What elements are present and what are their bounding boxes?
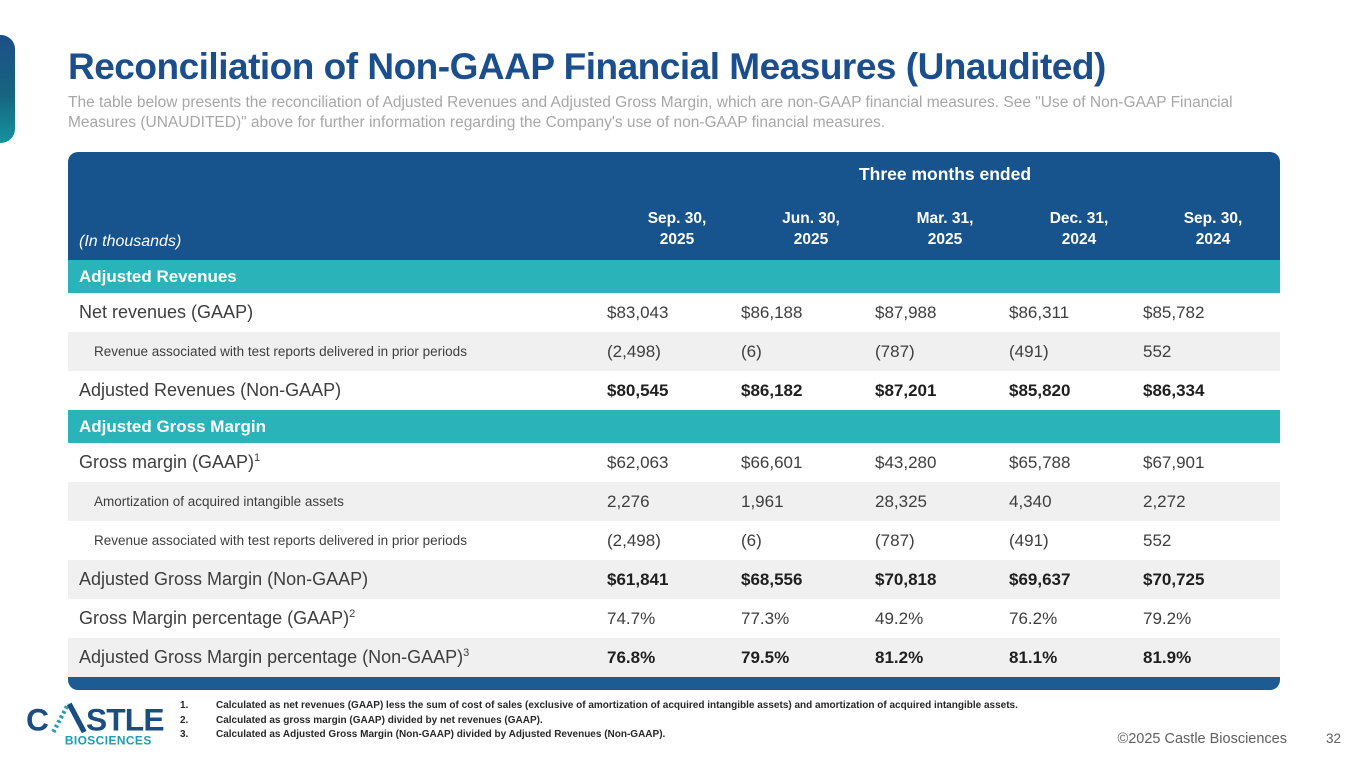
column-header: Mar. 31, 2025	[916, 210, 974, 249]
value-cell: 76.2%	[1009, 608, 1058, 628]
value-cell: $86,311	[1009, 302, 1070, 322]
column-header: Sep. 30, 2025	[647, 210, 707, 249]
row-label: Gross margin (GAAP)1	[79, 452, 261, 472]
row-label: Adjusted Revenues (Non-GAAP)	[79, 380, 342, 400]
value-cell: $86,334	[1143, 380, 1205, 400]
table-bottom-bar	[68, 677, 1280, 690]
value-cell: $65,788	[1009, 452, 1071, 472]
table-row: Adjusted Gross Margin percentage (Non-GA…	[68, 638, 1280, 677]
column-headers: Sep. 30, 2025 Jun. 30, 2025 Mar. 31, 2025 D…	[610, 209, 1280, 251]
value-cell: 81.9%	[1143, 647, 1192, 667]
value-cell: 74.7%	[607, 608, 656, 628]
value-cell: $86,188	[741, 302, 803, 322]
value-cell: $69,637	[1009, 569, 1071, 589]
row-label: Revenue associated with test reports del…	[94, 533, 467, 548]
left-accent-bar	[0, 35, 15, 143]
table-body: Adjusted Revenues Net revenues (GAAP) $83,…	[68, 260, 1280, 677]
table-header: Three months ended Sep. 30, 2025 Jun. 30,…	[68, 152, 1280, 260]
span-header: Three months ended	[858, 164, 1032, 184]
value-cell: 552	[1143, 530, 1172, 550]
value-cell: 1,961	[741, 491, 784, 511]
table-row: Gross Margin percentage (GAAP)2 74.7% 77.3…	[68, 599, 1280, 638]
svg-text:STLE: STLE	[86, 701, 164, 737]
value-cell: 79.5%	[741, 647, 790, 667]
value-cell: 79.2%	[1143, 608, 1192, 628]
value-cell: $85,782	[1143, 302, 1205, 322]
value-cell: (787)	[875, 530, 915, 550]
value-cell: $85,820	[1009, 380, 1071, 400]
value-cell: 77.3%	[741, 608, 790, 628]
value-cell: $70,725	[1143, 569, 1205, 589]
value-cell: (2,498)	[607, 530, 661, 550]
value-cell: $61,841	[607, 569, 669, 589]
page-subtitle: The table below presents the reconciliat…	[68, 94, 1233, 132]
row-label: Revenue associated with test reports del…	[94, 344, 467, 359]
value-cell: $66,601	[741, 452, 803, 472]
value-cell: 81.2%	[875, 647, 924, 667]
logo-subtext: BIOSCIENCES	[65, 733, 152, 747]
value-cell: $86,182	[741, 380, 803, 400]
castle-logo-icon: C STLE BIOSCIENCES	[26, 701, 165, 747]
copyright-text: ©2025 Castle Biosciences	[1117, 731, 1287, 747]
value-cell: $62,063	[607, 452, 669, 472]
page-number: 32	[1325, 731, 1341, 746]
svg-text:C: C	[26, 701, 49, 737]
value-cell: 2,276	[607, 491, 650, 511]
value-cell: (6)	[741, 530, 762, 550]
column-header: Dec. 31, 2024	[1049, 210, 1109, 249]
column-header: Jun. 30, 2025	[782, 210, 840, 249]
table-row: Revenue associated with test reports del…	[68, 521, 1280, 560]
table-row: Net revenues (GAAP) $83,043 $86,188 $87,988…	[68, 293, 1280, 332]
value-cell: 4,340	[1009, 491, 1052, 511]
value-cell: (491)	[1009, 530, 1049, 550]
value-cell: $80,545	[607, 380, 669, 400]
value-cell: $87,988	[875, 302, 937, 322]
value-cell: 552	[1143, 341, 1172, 361]
table-row: Adjusted Gross Margin (Non-GAAP) $61,841 $…	[68, 560, 1280, 599]
table-row: Gross margin (GAAP)1 $62,063 $66,601 $43,28…	[68, 443, 1280, 482]
page-title: Reconciliation of Non-GAAP Financial Mea…	[68, 46, 1106, 87]
footnote: 1. Calculated as net revenues (GAAP) less…	[180, 700, 1018, 711]
value-cell: $83,043	[607, 302, 669, 322]
value-cell: 81.1%	[1009, 647, 1058, 667]
row-label: Adjusted Gross Margin (Non-GAAP)	[79, 569, 369, 589]
value-cell: $87,201	[875, 380, 937, 400]
section-header: Adjusted Revenues	[68, 260, 1280, 293]
reconciliation-table: Three months ended Sep. 30, 2025 Jun. 30,…	[68, 152, 1280, 690]
value-cell: $43,280	[875, 452, 937, 472]
value-cell: (2,498)	[607, 341, 661, 361]
castle-biosciences-logo: C STLE BIOSCIENCES	[26, 698, 176, 757]
row-label: Adjusted Gross Margin percentage (Non-GA…	[79, 647, 470, 667]
value-cell: (6)	[741, 341, 762, 361]
column-header: Sep. 30, 2024	[1183, 210, 1243, 249]
table-row: Amortization of acquired intangible asse…	[68, 482, 1280, 521]
value-cell: $67,901	[1143, 452, 1205, 472]
row-label: Net revenues (GAAP)	[79, 302, 254, 322]
footnote: 2. Calculated as gross margin (GAAP) divi…	[180, 714, 543, 726]
footnote: 3. Calculated as Adjusted Gross Margin (N…	[180, 729, 666, 740]
row-label: Gross Margin percentage (GAAP)2	[79, 608, 356, 628]
value-cell: 2,272	[1143, 491, 1186, 511]
value-cell: 28,325	[875, 491, 927, 511]
units-label: (In thousands)	[79, 233, 182, 250]
table-row: Revenue associated with test reports del…	[68, 332, 1280, 371]
value-cell: (787)	[875, 341, 915, 361]
footnotes-list: 1. Calculated as net revenues (GAAP) less…	[180, 699, 1085, 743]
section-header: Adjusted Gross Margin	[68, 410, 1280, 443]
value-cell: $68,556	[741, 569, 803, 589]
value-cell: 49.2%	[875, 608, 924, 628]
value-cell: (491)	[1009, 341, 1049, 361]
table-row: Adjusted Revenues (Non-GAAP) $80,545 $86,1…	[68, 371, 1280, 410]
value-cell: $70,818	[875, 569, 937, 589]
value-cell: 76.8%	[607, 647, 656, 667]
row-label: Amortization of acquired intangible asse…	[94, 494, 344, 509]
